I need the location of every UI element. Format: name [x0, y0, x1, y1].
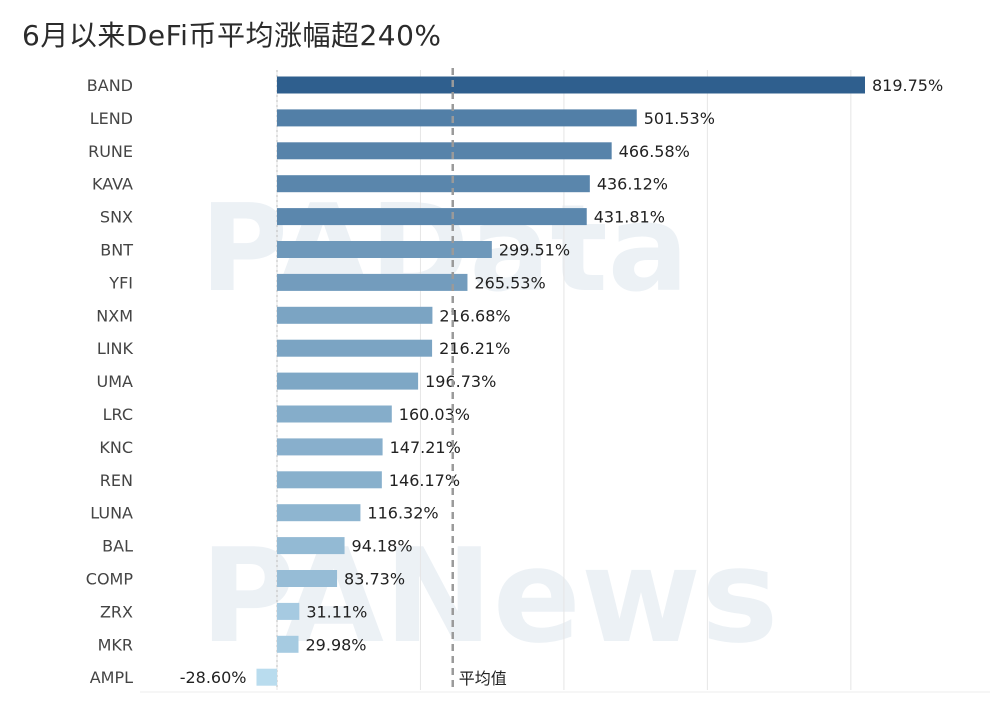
data-label: 116.32%	[367, 504, 438, 523]
data-label: -28.60%	[180, 668, 247, 687]
data-label: 436.12%	[597, 175, 668, 194]
data-label: 146.17%	[389, 471, 460, 490]
bar	[277, 471, 382, 489]
category-label: KNC	[99, 438, 133, 457]
bar	[277, 537, 345, 555]
bar	[277, 142, 612, 160]
category-label: SNX	[100, 208, 133, 227]
data-label: 147.21%	[390, 438, 461, 457]
category-label: LUNA	[90, 504, 133, 523]
category-label: YFI	[108, 273, 133, 292]
category-label: AMPL	[90, 668, 133, 687]
category-label: UMA	[97, 372, 134, 391]
category-label: LINK	[97, 339, 134, 358]
bar	[277, 273, 468, 291]
bar	[277, 76, 865, 94]
bar	[277, 241, 492, 258]
data-label: 216.21%	[439, 339, 510, 358]
data-label: 819.75%	[872, 76, 943, 95]
bar	[277, 339, 433, 357]
bar	[277, 504, 361, 522]
bar	[277, 405, 392, 423]
category-label: MKR	[98, 635, 133, 654]
bar	[277, 635, 299, 653]
bar	[277, 372, 419, 390]
category-label: LRC	[103, 405, 133, 424]
data-label: 29.98%	[306, 635, 367, 654]
category-label: COMP	[86, 570, 134, 589]
bar	[277, 438, 383, 456]
data-label: 501.53%	[644, 109, 715, 128]
data-label: 299.51%	[499, 241, 570, 260]
category-label: LEND	[90, 109, 133, 128]
data-label: 265.53%	[474, 273, 545, 292]
average-line-label: 平均值	[459, 669, 507, 688]
data-label: 160.03%	[399, 405, 470, 424]
category-label: RUNE	[88, 142, 133, 161]
data-label: 466.58%	[619, 142, 690, 161]
data-label: 196.73%	[425, 372, 496, 391]
bar	[277, 570, 338, 587]
category-label: KAVA	[92, 175, 133, 194]
category-label: BAND	[87, 76, 133, 95]
data-label: 31.11%	[306, 602, 367, 621]
bar	[277, 109, 637, 127]
bar	[277, 306, 433, 324]
category-label: ZRX	[100, 602, 133, 621]
category-label: NXM	[96, 306, 133, 325]
data-label: 94.18%	[352, 537, 413, 556]
data-label: 83.73%	[344, 570, 405, 589]
bar	[277, 602, 300, 620]
chart-title: 6月以来DeFi币平均涨幅超240%	[22, 19, 442, 52]
bar	[277, 208, 587, 226]
bar	[256, 668, 277, 686]
category-label: BNT	[100, 241, 133, 260]
bar	[277, 175, 590, 193]
data-label: 216.68%	[439, 306, 510, 325]
category-label: BAL	[102, 537, 133, 556]
category-label: REN	[100, 471, 133, 490]
data-label: 431.81%	[594, 208, 665, 227]
